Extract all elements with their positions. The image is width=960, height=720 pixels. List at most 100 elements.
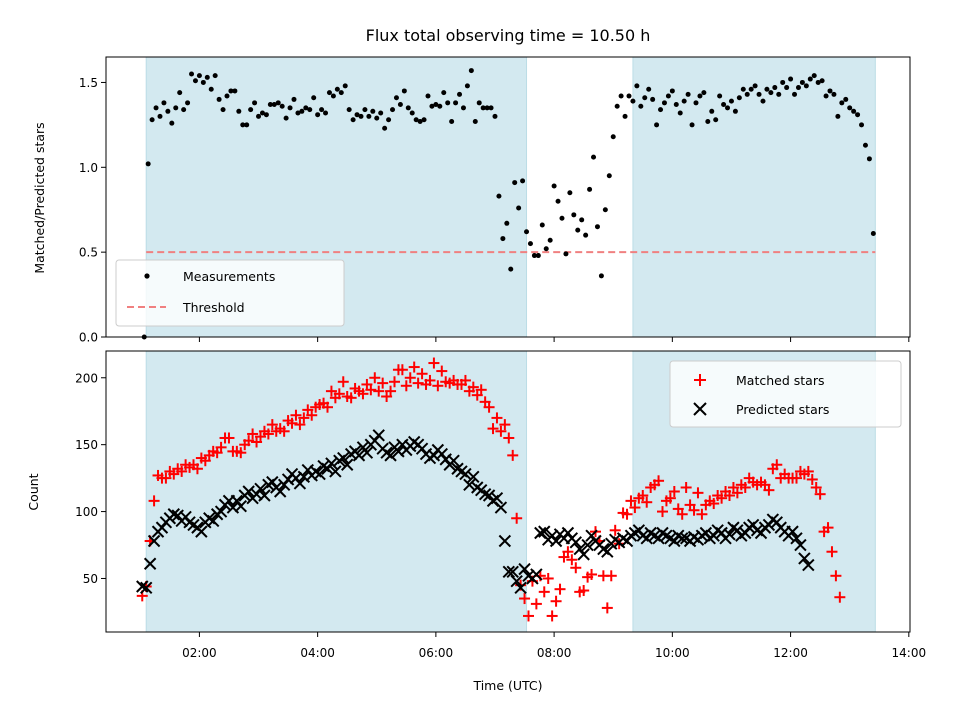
predicted-star-point [502,565,515,578]
measurement-point [673,102,679,108]
x-axis: 02:00 04:00 06:00 08:00 10:00 12:00 14:00 [182,632,926,660]
matched-star-point [286,417,298,429]
measurement-point [602,207,608,213]
predicted-star-point [258,489,271,502]
predicted-star-point [530,568,543,581]
measurement-point [594,224,600,230]
matched-star-point [432,380,444,392]
measurement-point [224,93,230,99]
measurement-point [567,190,573,196]
measurement-point [189,71,195,77]
measurement-point [709,108,715,114]
legend-matched-label: Matched stars [736,373,824,388]
measurement-point [736,95,742,101]
top-y-tick-label: 0.5 [79,246,98,260]
measurement-point [350,117,356,123]
matched-star-point [235,447,247,459]
measurement-point [279,103,285,109]
matched-star-point [223,432,235,444]
matched-star-point [357,388,369,400]
measurement-point [315,112,321,118]
matched-star-point [688,504,700,516]
measurement-point [484,105,490,111]
matched-star-point [377,377,389,389]
matched-star-point [550,595,562,607]
count-points [136,357,846,622]
matched-star-point [191,463,203,475]
matched-star-point [436,365,448,377]
matched-star-point [333,388,345,400]
measurement-point [610,134,616,140]
measurement-points [141,68,876,340]
measurement-point [559,215,565,221]
measurement-point [417,118,423,124]
measurement-point [153,105,159,111]
measurement-point [851,108,857,114]
measurement-point [413,117,419,123]
matched-star-point [373,385,385,397]
matched-star-point [586,568,598,580]
bottom-y-tick-label: 50 [83,572,98,586]
x-tick-label: 10:00 [655,646,690,660]
measurement-point [196,73,202,79]
measurement-point [185,100,191,106]
measurement-point [646,86,652,92]
bottom-y-tick-label: 100 [75,505,98,519]
top-y-tick-label: 0.0 [79,331,98,345]
matched-star-point [278,425,290,437]
measurement-point [342,83,348,89]
measurement-point [862,142,868,148]
measurement-point [835,113,841,119]
matched-star-point [148,495,160,507]
matched-star-point [731,487,743,499]
measurement-point [618,93,624,99]
predicted-star-point [506,565,519,578]
chart-title: Flux total observing time = 10.50 h [366,26,651,45]
predicted-star-point [273,485,287,498]
top-y-tick-label: 1.5 [79,76,98,90]
measurement-point [362,107,368,113]
matched-star-point [495,425,507,437]
measurement-point [606,173,612,179]
measurement-point [638,103,644,109]
matched-star-point [629,502,641,514]
matched-star-point [400,380,412,392]
predicted-star-point [139,581,153,595]
top-plot-frame [105,56,911,338]
top-legend: Measurements Threshold [115,259,345,327]
matched-star-point [723,490,735,502]
measurement-point [598,273,604,279]
matched-star-point [337,376,349,388]
measurement-point [161,100,167,106]
predicted-star-point [490,491,504,505]
measurement-point [579,217,585,223]
predicted-star-point [798,552,811,565]
measurement-point [740,86,746,92]
matched-star-point [566,554,578,566]
bottom-y-axis-label: Count [26,473,41,510]
measurement-point [843,96,849,102]
matched-star-point [802,465,814,477]
matched-star-point [668,486,680,497]
measurement-point [338,90,344,96]
predicted-star-point [463,478,476,492]
measurement-point [827,88,833,94]
matched-star-point [739,481,751,493]
measurement-point [401,88,407,94]
measurement-point [173,105,179,111]
predicted-star-point [195,525,208,538]
measurement-point [354,112,360,118]
measurement-point [721,102,727,108]
measurement-point [421,117,427,123]
legend-predicted-marker [693,402,707,416]
matched-star-point [507,449,519,461]
matched-star-point [487,423,499,435]
matched-star-point [763,484,775,496]
measurement-point [587,186,593,192]
matched-star-point [483,401,495,413]
matched-star-point [388,376,400,388]
measurement-point [583,232,589,238]
measurement-point [259,110,265,116]
legend-matched-marker [694,374,706,386]
